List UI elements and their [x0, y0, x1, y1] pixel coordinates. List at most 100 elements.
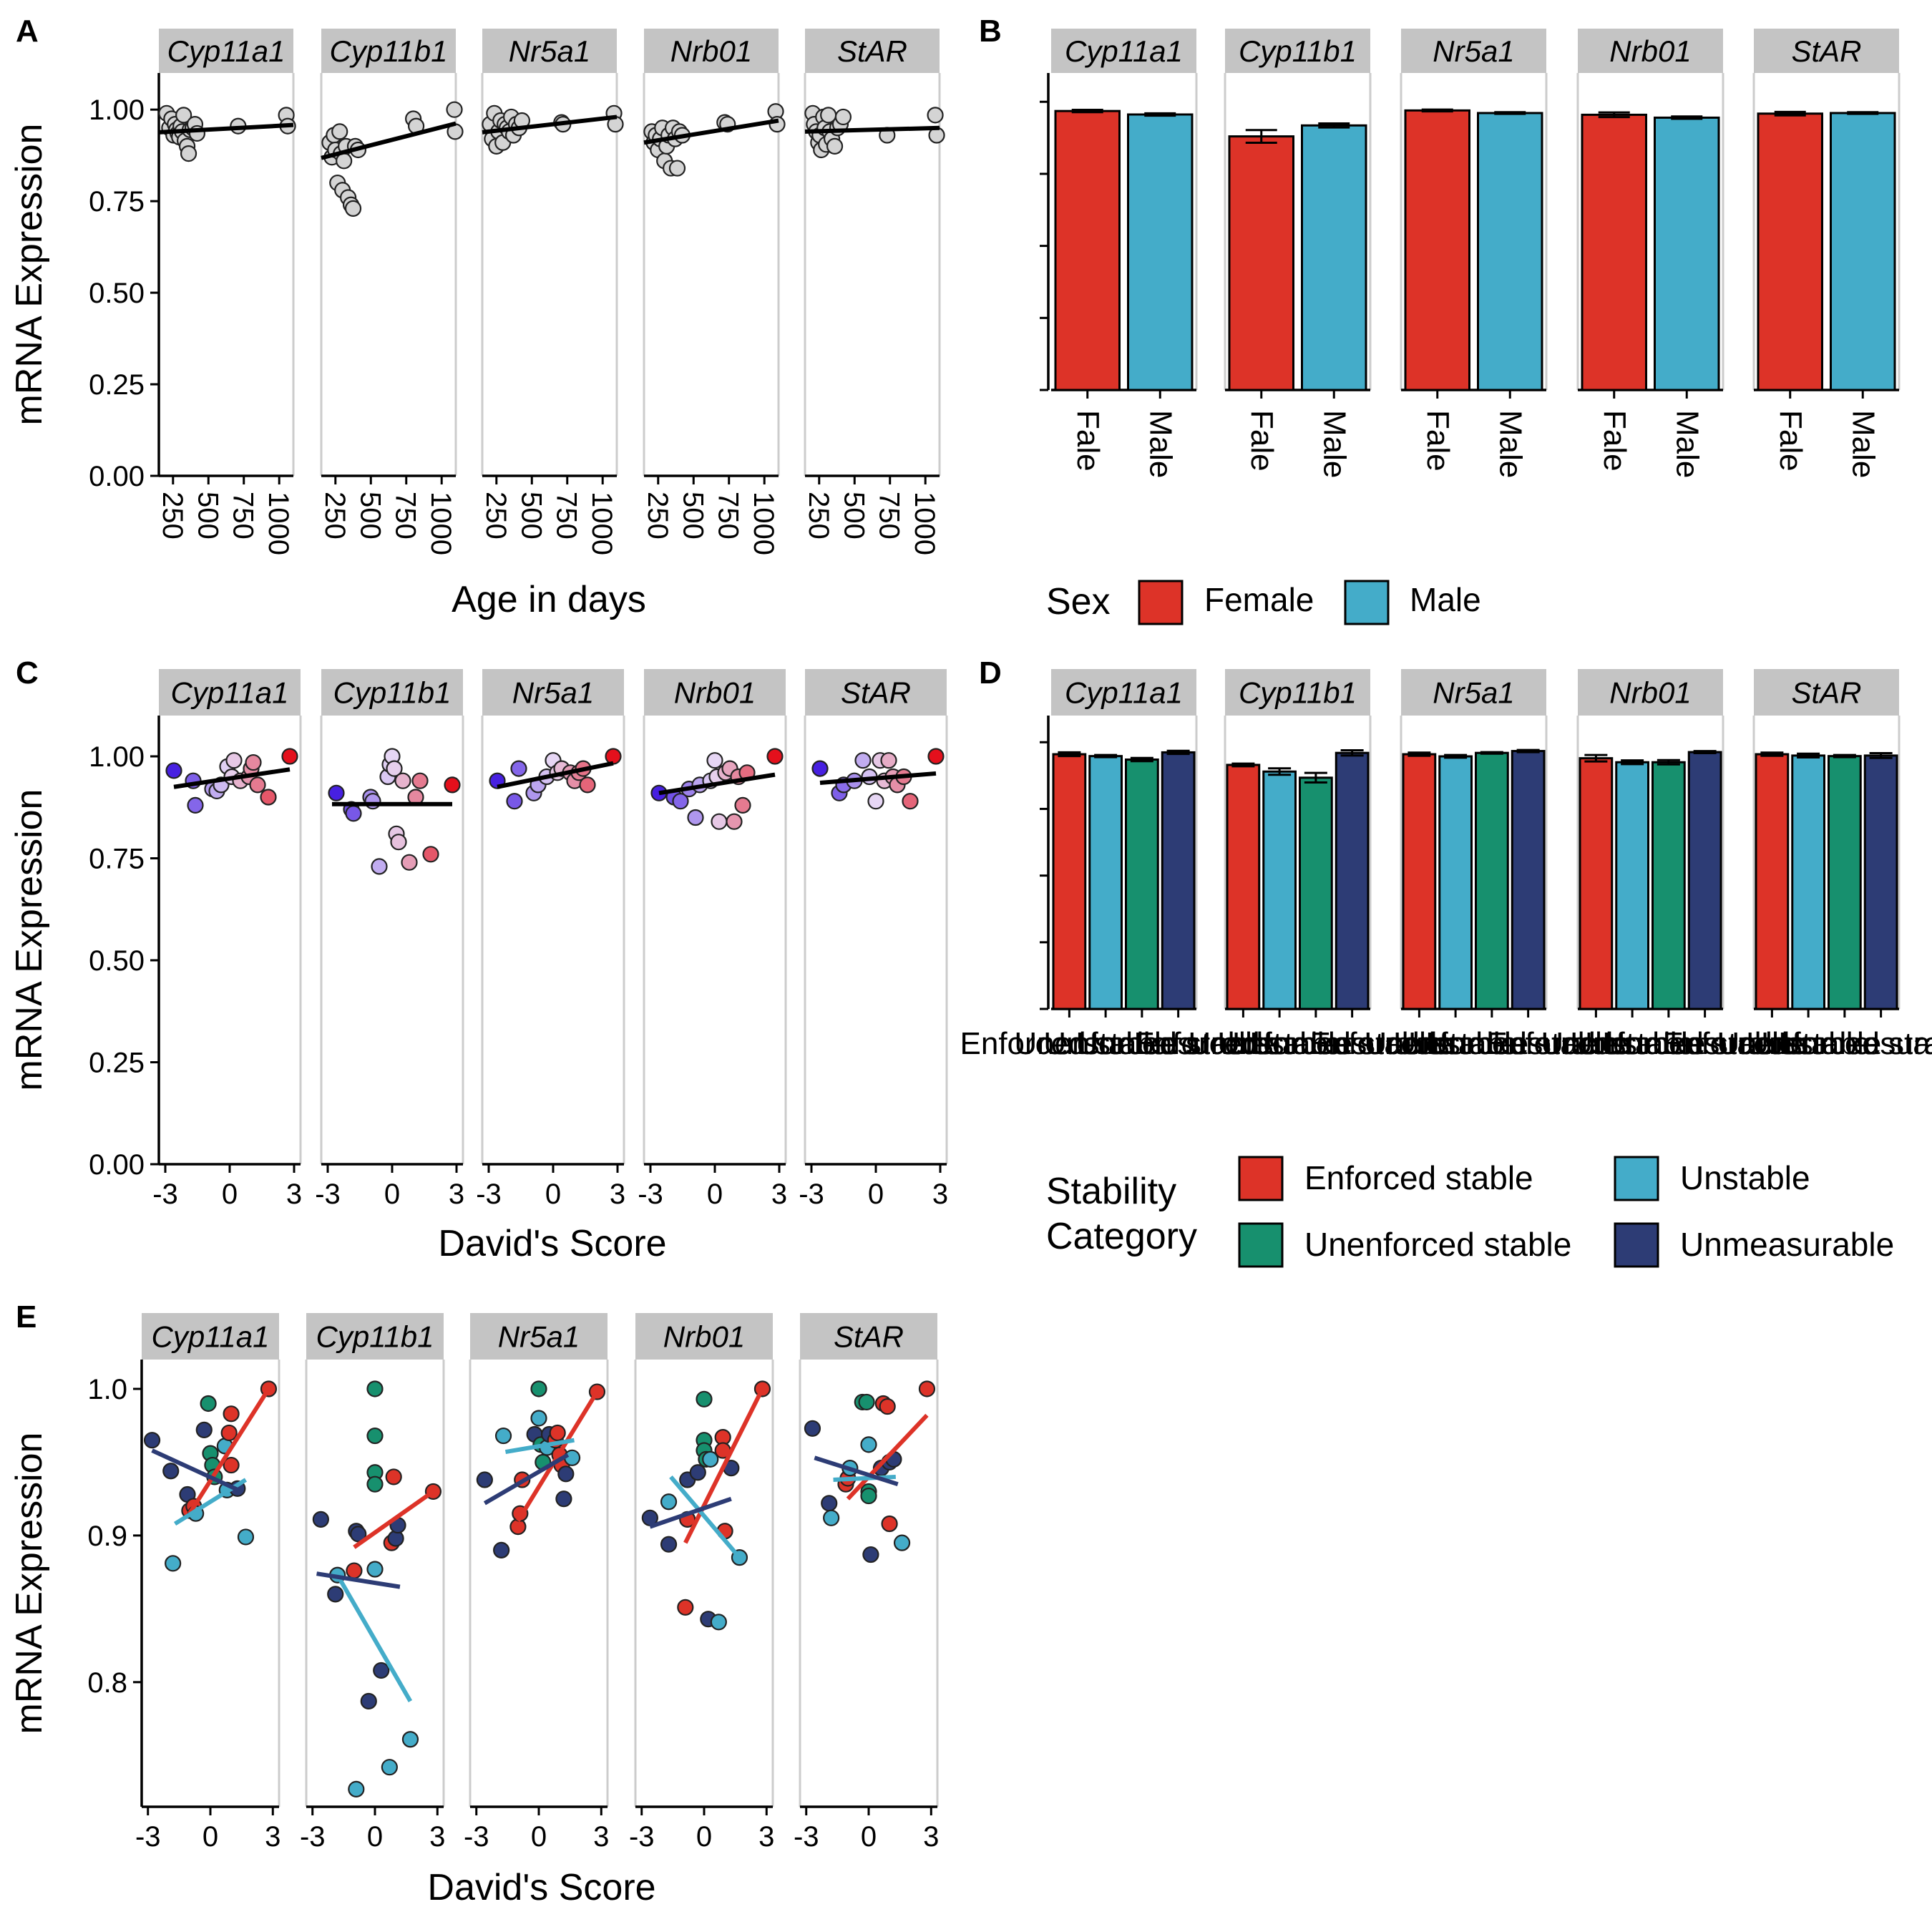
point-a-cyp11a1-10: [175, 107, 192, 124]
error-bar-b-cyp11b1-1: [1318, 122, 1350, 129]
bar-d-cyp11b1-enforced-stable: [1226, 763, 1261, 1010]
x-tick-label-a-4-1: 500: [838, 492, 869, 540]
bar-b-cyp11b1-fale: [1228, 135, 1294, 391]
x-tick-label-d-4-3: Unmeasurable: [1779, 1026, 1932, 1061]
bar-d-star-unstable: [1791, 754, 1825, 1010]
x-tick-label-b-2-1: Male: [1493, 410, 1528, 478]
point-c-star-14: [927, 748, 945, 765]
point-e-cyp11a1-1: [162, 1463, 180, 1480]
point-e-nrb01-1: [660, 1493, 678, 1511]
trend-line-e-star-unstable: [833, 1474, 896, 1483]
error-bar-d-cyp11b1-2: [1304, 771, 1327, 784]
x-tick-label-d-1-3: Unmeasurable: [1250, 1026, 1455, 1061]
error-bar-b-nrb01-1: [1671, 115, 1703, 120]
x-tick-label-a-2-3: 1000: [586, 492, 618, 555]
legend-label-female: Female: [1204, 581, 1314, 618]
bar-d-cyp11a1-unmeasurable: [1161, 751, 1196, 1010]
point-c-cyp11b1-16: [422, 846, 439, 863]
point-e-cyp11a1-16: [223, 1456, 240, 1474]
legend-stability: Stability Category Enforced stable Unsta…: [1046, 1156, 1894, 1268]
x-tick-label-b-4-1: Male: [1845, 410, 1880, 478]
legend-sex: Sex Female Male: [1046, 580, 1481, 625]
error-bar-d-cyp11b1-1: [1268, 767, 1292, 776]
bar-b-nrb01-fale: [1581, 113, 1647, 391]
error-bar-b-nrb01-0: [1598, 111, 1630, 119]
bar-b-nrb01-male: [1654, 116, 1720, 391]
legend-label-unstable: Unstable: [1680, 1159, 1810, 1196]
trend-line-e-nrb01-enforced-stable: [683, 1387, 765, 1544]
trend-line-e-nr5a1-enforced-stable: [516, 1390, 600, 1522]
trend-line-c-cyp11a1: [173, 767, 291, 789]
point-c-cyp11a1-13: [249, 776, 266, 794]
point-c-nrb01-9: [711, 813, 728, 830]
x-tick-label-c-4-2: 3: [932, 1179, 948, 1210]
x-tick-label-a-4-2: 750: [874, 492, 905, 540]
point-a-star-12: [826, 137, 844, 155]
point-c-cyp11b1-4: [364, 793, 381, 810]
bar-b-cyp11a1-fale: [1054, 109, 1121, 391]
legend-swatch-unenforced-stable: [1238, 1222, 1284, 1268]
trend-line-e-star-enforced-stable: [846, 1413, 929, 1501]
error-bar-b-cyp11b1-0: [1245, 129, 1277, 144]
legend-swatch-female: [1138, 580, 1184, 625]
point-c-nr5a1-2: [510, 760, 527, 777]
point-c-nrb01-12: [726, 813, 743, 830]
x-tick-label-a-2-1: 500: [515, 492, 547, 540]
bar-b-star-fale: [1757, 112, 1823, 391]
bar-d-cyp11b1-unmeasurable: [1335, 751, 1370, 1010]
point-e-cyp11b1-6: [348, 1780, 365, 1798]
point-e-nrb01-6: [689, 1464, 706, 1481]
point-e-star-1: [821, 1495, 838, 1512]
point-a-cyp11b1-17: [446, 101, 463, 118]
strip-c-0: [159, 669, 301, 716]
trend-line-a-cyp11a1: [158, 122, 294, 135]
x-tick-label-e-3-2: 3: [758, 1821, 774, 1853]
x-axis-title-c: David's Score: [438, 1223, 666, 1264]
strip-d-4: [1754, 669, 1899, 716]
trend-line-a-nrb01: [643, 118, 779, 145]
strip-label-b-star: StAR: [1791, 34, 1861, 68]
error-bar-d-nrb01-1: [1621, 759, 1644, 766]
x-tick-label-e-4-2: 3: [923, 1821, 939, 1853]
legend-swatch-unstable: [1614, 1156, 1659, 1201]
point-e-cyp11b1-12: [373, 1662, 390, 1679]
point-e-star-9: [860, 1487, 877, 1505]
x-axis-title-a: Age in days: [452, 579, 646, 620]
point-c-cyp11b1-0: [328, 784, 345, 801]
strip-label-a-cyp11a1: Cyp11a1: [167, 34, 285, 68]
point-c-nr5a1-14: [605, 748, 622, 765]
point-e-star-0: [804, 1420, 821, 1437]
trend-line-a-cyp11b1: [321, 121, 457, 160]
x-tick-label-d-3-0: Enforced stable: [1487, 1026, 1706, 1061]
point-e-cyp11b1-7: [366, 1561, 384, 1578]
point-c-star-9: [880, 752, 897, 769]
strip-e-2: [470, 1313, 608, 1360]
point-e-cyp11a1-8: [200, 1395, 217, 1413]
strip-label-b-cyp11a1: Cyp11a1: [1065, 34, 1183, 68]
x-tick-label-c-0-0: -3: [152, 1179, 178, 1210]
point-e-cyp11b1-19: [401, 1731, 419, 1748]
point-c-cyp11b1-2: [345, 805, 362, 822]
legend-label-unmeasurable: Unmeasurable: [1680, 1226, 1894, 1263]
x-tick-label-a-0-0: 250: [157, 492, 188, 540]
point-e-nr5a1-8: [530, 1410, 547, 1427]
y-axis-title-c: mRNA Expression: [9, 789, 50, 1091]
strip-a-2: [482, 29, 617, 73]
bar-d-nrb01-enforced-stable: [1579, 757, 1614, 1010]
x-tick-label-d-4-0: Enforced stable: [1663, 1026, 1882, 1061]
x-tick-label-d-1-2: Unenforced stable: [1188, 1026, 1443, 1061]
panel-label-b: B: [979, 14, 1002, 49]
strip-e-3: [635, 1313, 773, 1360]
x-tick-label-a-1-2: 750: [390, 492, 421, 540]
bar-d-nr5a1-unmeasurable: [1511, 750, 1546, 1010]
error-bar-d-cyp11a1-2: [1130, 756, 1153, 763]
point-e-nr5a1-14: [549, 1424, 566, 1442]
error-bar-b-cyp11a1-0: [1071, 109, 1103, 114]
strip-label-d-star: StAR: [1791, 676, 1861, 710]
strip-label-c-cyp11a1: Cyp11a1: [170, 676, 288, 710]
legend-label-male: Male: [1410, 581, 1481, 618]
point-e-cyp11b1-3: [346, 1562, 363, 1579]
error-bar-d-nrb01-2: [1657, 758, 1680, 766]
point-e-star-7: [858, 1393, 875, 1411]
